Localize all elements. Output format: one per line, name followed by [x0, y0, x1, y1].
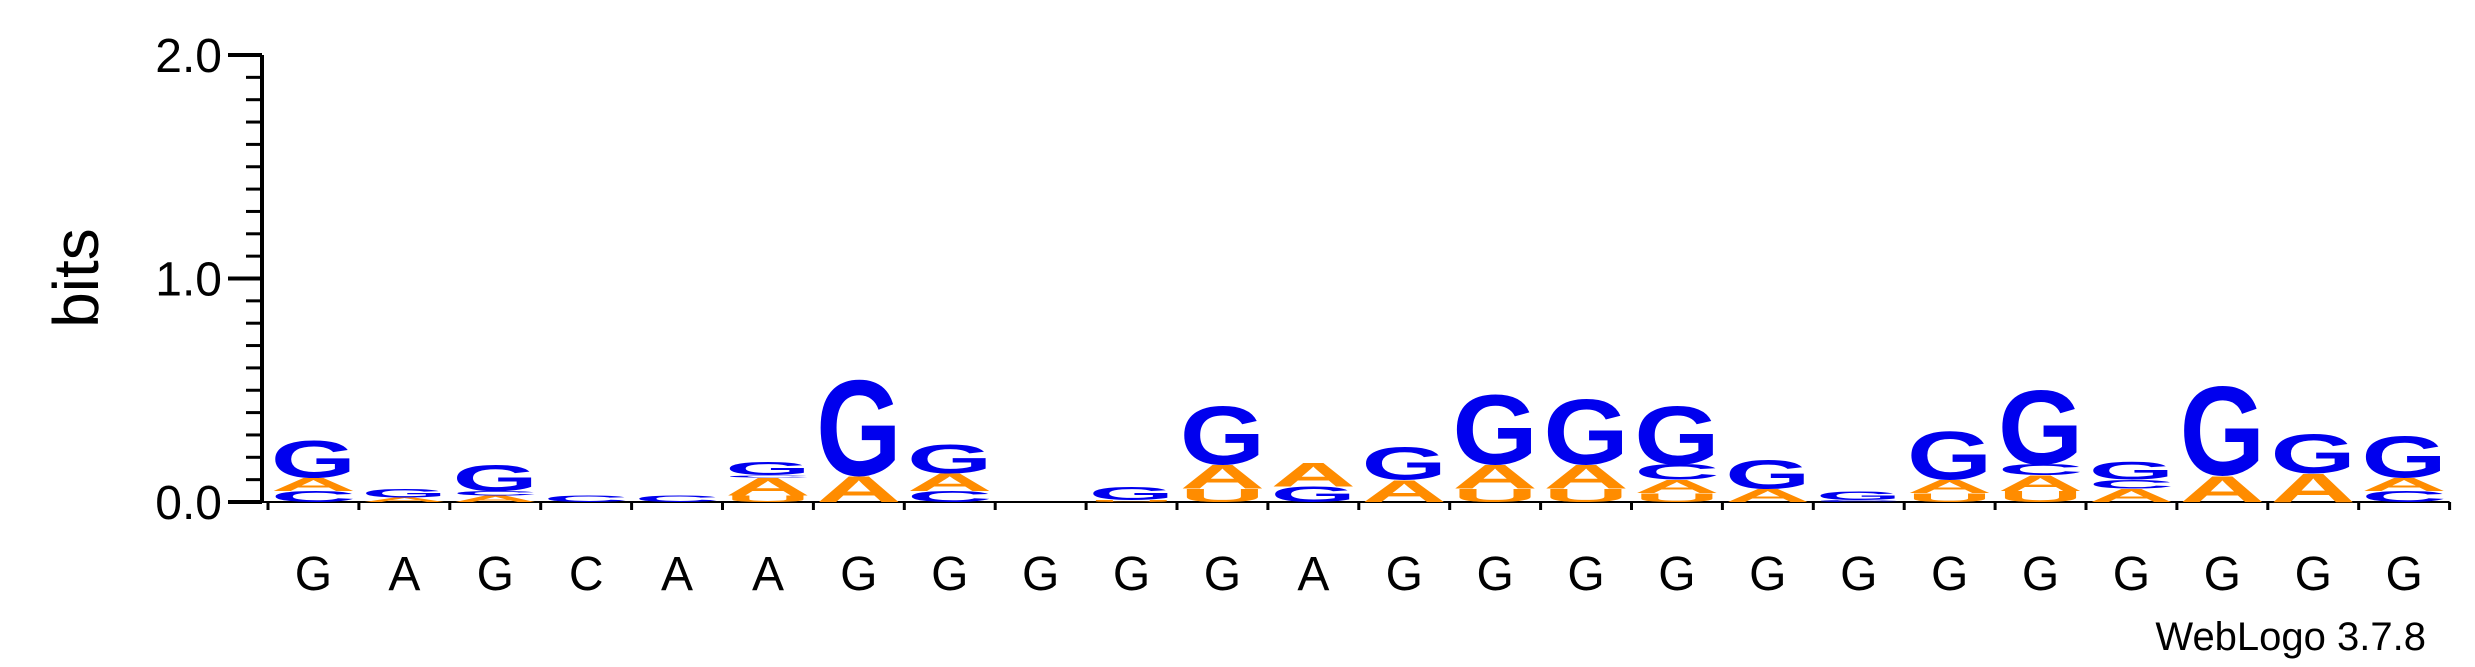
logo-letter-a: A — [1362, 474, 1447, 508]
position-label: G — [1022, 548, 1059, 601]
logo-letter-g: G — [1634, 389, 1719, 483]
position-label: G — [1658, 548, 1695, 601]
position-label: G — [1476, 548, 1513, 601]
logo-letter-g: G — [453, 458, 538, 499]
position-label: A — [388, 548, 420, 601]
position-label: G — [295, 548, 332, 601]
logo-letter-u: U — [1907, 491, 1992, 505]
logo-letter-c: C — [2361, 488, 2446, 505]
logo-letter-c: C — [725, 475, 810, 478]
logo-letter-g: G — [362, 486, 447, 500]
logo-letter-u: U — [1634, 491, 1719, 505]
logo-letter-g: G — [1362, 438, 1447, 490]
weblogo-credit: WebLogo 3.7.8 — [2155, 615, 2426, 659]
position-label: G — [1931, 548, 1968, 601]
logo-letter-c: C — [543, 494, 628, 504]
logo-letter-g: G — [1180, 389, 1265, 483]
logo-letter-a: A — [1907, 476, 1992, 497]
position-label: G — [1749, 548, 1786, 601]
position-label: G — [2204, 548, 2241, 601]
logo-letter-u: U — [1452, 485, 1537, 506]
logo-letter-a: A — [2361, 474, 2446, 495]
logo-letter-a: A — [1543, 458, 1628, 496]
logo-letter-c: C — [2089, 477, 2174, 491]
logo-letter-u: U — [1089, 499, 1174, 502]
position-label: A — [752, 548, 784, 601]
logo-letter-g: G — [271, 430, 356, 489]
position-label: G — [840, 548, 877, 601]
logo-letter-u: U — [1543, 485, 1628, 506]
logo-letter-c: C — [1634, 460, 1719, 484]
position-label: G — [1204, 548, 1241, 601]
y-tick-label: 1.0 — [155, 254, 222, 307]
logo-letter-a: A — [2180, 468, 2265, 510]
logo-letter-a: A — [1725, 485, 1810, 506]
logo-letter-g: G — [2361, 424, 2446, 490]
logo-letter-a: A — [816, 468, 901, 510]
logo-letter-a: A — [2271, 465, 2356, 510]
logo-letter-c: C — [907, 488, 992, 505]
logo-letter-g: G — [1271, 482, 1356, 506]
logo-letter-g: G — [725, 458, 810, 479]
logo-letter-a: A — [362, 496, 447, 503]
logo-letter-g: G — [1452, 375, 1537, 486]
y-tick-label: 2.0 — [155, 30, 222, 83]
logo-letter-u: U — [1998, 488, 2083, 505]
logo-letter-g: G — [1089, 483, 1174, 504]
logo-letter-g: G — [907, 436, 992, 481]
logo-letter-g: G — [2271, 423, 2356, 485]
position-label: C — [569, 548, 604, 601]
logo-letter-a: A — [271, 474, 356, 495]
logo-letter-g: G — [1543, 380, 1628, 484]
position-label: G — [477, 548, 514, 601]
logo-letter-c: C — [453, 490, 538, 497]
logo-letter-g: G — [1816, 488, 1901, 502]
logo-letter-a: A — [453, 494, 538, 504]
position-label: G — [2385, 548, 2422, 601]
logo-letter-a: A — [725, 473, 810, 501]
logo-letter-a: A — [1452, 458, 1537, 496]
logo-letter-u: U — [725, 494, 810, 504]
logo-letter-a: A — [907, 469, 992, 497]
logo-letter-a: A — [1634, 476, 1719, 497]
logo-letter-g: G — [2089, 457, 2174, 485]
logo-letter-g: G — [1725, 452, 1810, 497]
position-label: G — [931, 548, 968, 601]
axes: 0.0 1.0 2.0 — [155, 30, 2452, 530]
position-label: A — [661, 548, 693, 601]
logo-letter-g: G — [816, 353, 901, 505]
logo-letter-c: C — [634, 494, 719, 504]
logo-letter-g: G — [1998, 369, 2083, 487]
logo-letter-a: A — [1271, 456, 1356, 494]
position-label: G — [1840, 548, 1877, 601]
position-label: A — [1297, 548, 1329, 601]
logo-letter-a: A — [2089, 485, 2174, 506]
logo-letter-c: C — [271, 488, 356, 505]
logo-letter-c: C — [1816, 499, 1901, 502]
logo-letter-g: G — [1907, 418, 1992, 494]
position-label: G — [2022, 548, 2059, 601]
position-label: G — [1113, 548, 1150, 601]
y-axis-label: bits — [40, 228, 112, 328]
position-label: G — [2295, 548, 2332, 601]
logo-letter-a: A — [1998, 471, 2083, 495]
logo-letter-u: U — [1180, 485, 1265, 506]
y-tick-label: 0.0 — [155, 477, 222, 530]
position-label: G — [1567, 548, 1604, 601]
position-label: G — [1386, 548, 1423, 601]
position-label: G — [2113, 548, 2150, 601]
logo-letter-g: G — [2180, 361, 2265, 503]
logo-letter-c: C — [1998, 461, 2083, 478]
logo-letter-a: A — [1180, 458, 1265, 496]
